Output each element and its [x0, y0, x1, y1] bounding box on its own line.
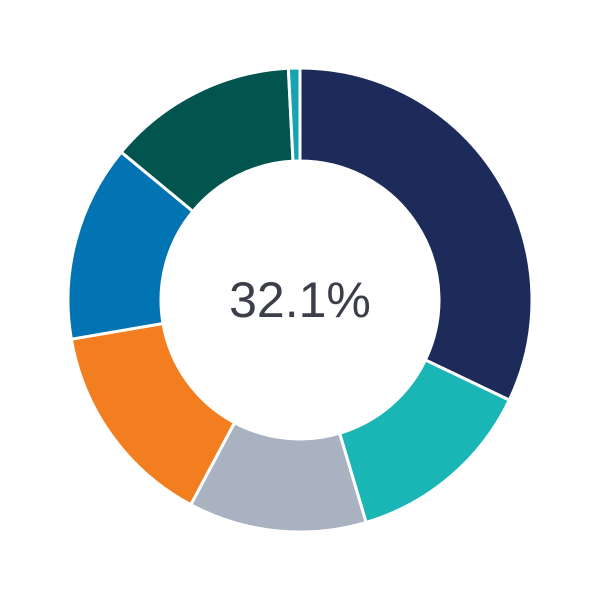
donut-slice-0: [298, 66, 534, 403]
donut-slice-6: [286, 66, 302, 163]
